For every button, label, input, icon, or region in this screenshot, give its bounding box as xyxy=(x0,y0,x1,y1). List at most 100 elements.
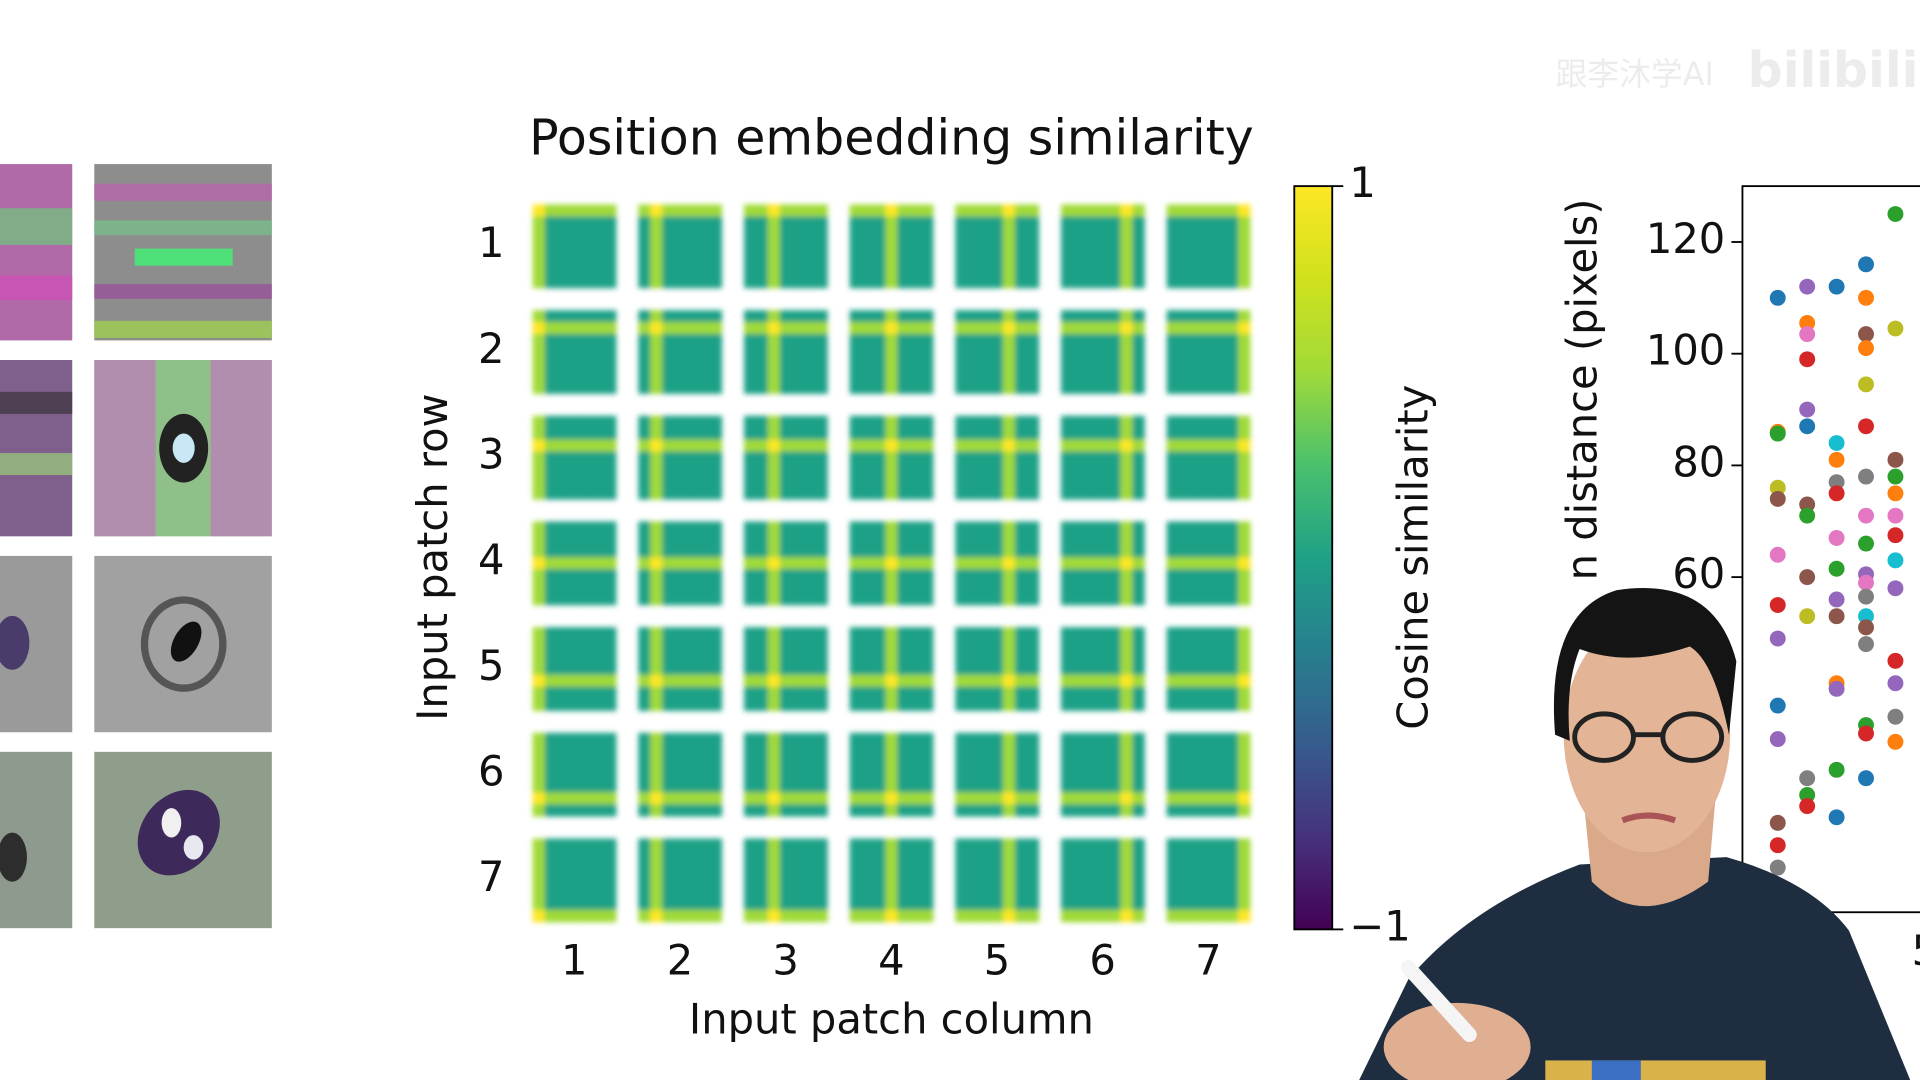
heatmap-cell xyxy=(556,439,569,453)
heatmap-cell xyxy=(544,732,557,746)
heatmap-cell xyxy=(779,427,793,441)
heatmap-cell xyxy=(1178,204,1191,217)
heatmap-cell xyxy=(638,369,651,383)
heatmap-cell xyxy=(1190,333,1203,347)
heatmap-cell xyxy=(1084,674,1098,688)
heatmap-cell xyxy=(815,545,828,558)
heatmap-cell xyxy=(955,545,968,558)
heatmap-cell xyxy=(873,252,886,265)
heatmap-cell xyxy=(1132,451,1145,464)
heatmap-cell xyxy=(1026,838,1040,851)
heatmap-cell xyxy=(803,732,816,746)
heatmap-cell xyxy=(532,850,546,863)
heatmap-cell xyxy=(709,463,723,476)
heatmap-cell xyxy=(532,228,546,241)
heatmap-cell xyxy=(815,592,828,606)
heatmap-cell xyxy=(580,439,593,453)
heatmap-cell xyxy=(580,732,593,746)
heatmap-cell xyxy=(1108,557,1121,570)
heatmap-cell xyxy=(815,263,828,277)
heatmap-cell xyxy=(1178,650,1191,664)
scatter-point xyxy=(1828,608,1845,625)
heatmap-cell xyxy=(861,545,874,558)
heatmap-cell xyxy=(592,838,605,851)
heatmap-cell xyxy=(638,874,651,887)
heatmap-cell xyxy=(1238,874,1251,887)
heatmap-cell xyxy=(1108,639,1121,652)
heatmap-cell xyxy=(1226,333,1239,347)
heatmap-cell xyxy=(674,451,687,464)
heatmap-cell xyxy=(1120,357,1133,371)
axes-frame xyxy=(1741,185,1920,914)
heatmap-cell xyxy=(767,204,781,217)
heatmap-cell xyxy=(1014,475,1028,488)
heatmap-cell xyxy=(638,357,651,371)
heatmap-cell xyxy=(697,627,711,640)
heatmap-cell xyxy=(1226,451,1239,464)
heatmap-cell xyxy=(744,756,757,770)
heatmap-cell xyxy=(1166,263,1180,277)
heatmap-cell xyxy=(1014,792,1028,805)
heatmap-cell xyxy=(991,204,1004,217)
heatmap-cell xyxy=(697,874,711,887)
heatmap-cell xyxy=(1202,333,1215,347)
heatmap-cell xyxy=(979,439,992,453)
heatmap-cell xyxy=(861,792,874,805)
heatmap-cell xyxy=(909,756,922,770)
heatmap-cell xyxy=(849,275,863,289)
heatmap-cell xyxy=(1190,569,1203,582)
heatmap-cell xyxy=(532,768,546,781)
heatmap-cell xyxy=(1202,662,1215,676)
heatmap-cell xyxy=(662,204,675,217)
heatmap-cell xyxy=(580,451,593,464)
heatmap-cell xyxy=(532,557,546,570)
heatmap-cell xyxy=(755,569,769,582)
heatmap-cell xyxy=(1096,886,1110,899)
heatmap-cell xyxy=(592,263,605,277)
heatmap-cell xyxy=(861,698,874,711)
heatmap-cell xyxy=(1238,744,1251,758)
heatmap-cell xyxy=(897,533,910,546)
heatmap-cell xyxy=(1120,592,1133,606)
heatmap-cell xyxy=(592,521,605,534)
heatmap-cell xyxy=(697,415,711,429)
heatmap-cell xyxy=(991,240,1004,253)
heatmap-cell xyxy=(767,557,781,570)
heatmap-cell xyxy=(638,698,651,711)
heatmap-cell xyxy=(767,650,781,664)
heatmap-tile xyxy=(638,204,723,289)
heatmap-cell xyxy=(650,639,663,652)
heatmap-cell xyxy=(1002,874,1016,887)
heatmap-cell xyxy=(767,252,781,265)
heatmap-cell xyxy=(967,686,980,700)
colorbar-tick-label: 1 xyxy=(1349,158,1375,207)
heatmap-cell xyxy=(1202,345,1215,359)
heatmap-cell xyxy=(1214,252,1227,265)
heatmap-cell xyxy=(544,427,557,441)
heatmap-cell xyxy=(1190,275,1203,289)
heatmap-cell xyxy=(709,228,723,241)
heatmap-cell xyxy=(991,650,1004,664)
heatmap-cell xyxy=(674,768,687,781)
heatmap-cell xyxy=(1226,216,1239,229)
heatmap-cell xyxy=(955,744,968,758)
heatmap-cell xyxy=(580,850,593,863)
heatmap-cell xyxy=(979,345,992,359)
heatmap-tile xyxy=(532,521,617,606)
heatmap-cell xyxy=(967,580,980,594)
heatmap-cell xyxy=(1120,850,1133,863)
heatmap-cell xyxy=(1190,650,1203,664)
heatmap-cell xyxy=(967,240,980,253)
scatter-point xyxy=(1858,376,1874,393)
heatmap-cell xyxy=(638,345,651,359)
heatmap-cell xyxy=(568,487,581,500)
heatmap-cell xyxy=(1026,263,1040,277)
heatmap-cell xyxy=(1214,768,1227,781)
heatmap-cell xyxy=(1202,792,1215,805)
heatmap-cell xyxy=(1190,792,1203,805)
heatmap-cell xyxy=(967,463,980,476)
heatmap-cell xyxy=(967,310,980,323)
heatmap-cell xyxy=(1166,369,1180,383)
heatmap-cell xyxy=(755,780,769,793)
heatmap-cell xyxy=(604,451,617,464)
